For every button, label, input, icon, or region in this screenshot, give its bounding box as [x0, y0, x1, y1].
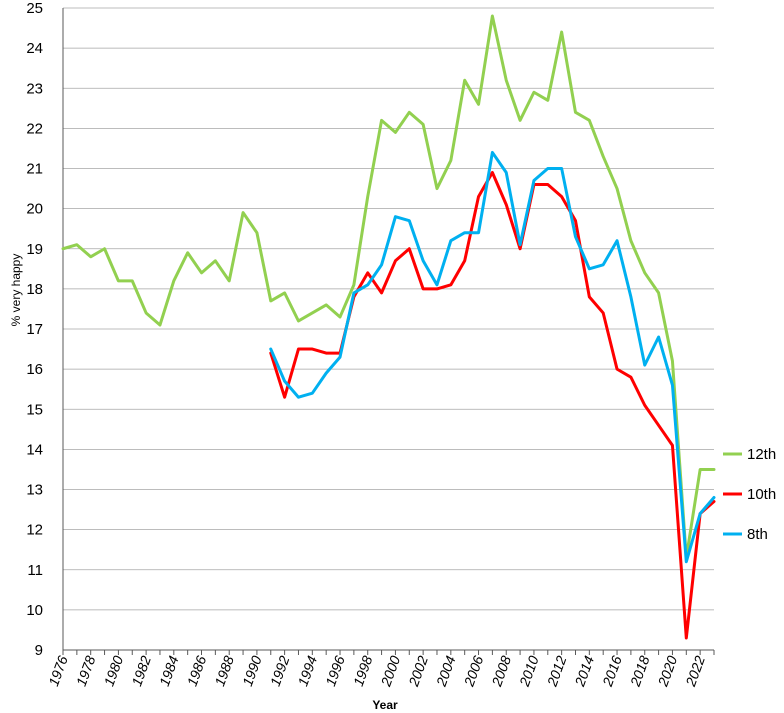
series-line-12th [61, 14, 716, 560]
y-tick-label: 10 [26, 602, 43, 619]
legend: 12th 10th 8th [723, 446, 776, 543]
y-tick-label: 15 [26, 401, 43, 418]
x-tick-label: 2002 [405, 653, 431, 689]
x-tick-label: 1978 [73, 653, 99, 688]
x-tick-label: 1976 [45, 653, 71, 688]
y-tick-label: 24 [26, 40, 43, 57]
x-tick-label: 2006 [460, 653, 486, 689]
x-tick-label: 2022 [682, 653, 708, 689]
x-tick-label: 1986 [184, 653, 210, 688]
x-tick-label: 1994 [294, 653, 320, 688]
x-axis-label: Year [372, 698, 398, 712]
x-tick-label: 2000 [377, 653, 403, 689]
y-tick-labels: 9 10 11 12 13 14 15 16 17 18 19 20 21 22 23 24 25 [26, 0, 43, 659]
x-tick-label: 2020 [654, 653, 680, 689]
y-tick-label: 22 [26, 120, 43, 137]
legend-label-8th: 8th [747, 526, 768, 543]
gridlines [63, 7, 714, 651]
series-line-8th [269, 150, 716, 564]
y-tick-label: 20 [26, 201, 43, 218]
y-tick-label: 11 [27, 562, 43, 579]
x-tick-label: 1984 [156, 653, 182, 688]
series-line-10th [269, 171, 716, 640]
y-tick-label: 23 [26, 80, 43, 97]
legend-label-10th: 10th [747, 486, 776, 503]
legend-label-12th: 12th [747, 446, 776, 463]
x-tick-label: 1998 [350, 653, 376, 688]
x-tick-label: 1996 [322, 653, 348, 688]
y-tick-label: 13 [26, 482, 43, 499]
x-tick-label: 1990 [239, 653, 265, 688]
x-tick-label: 1992 [267, 653, 293, 688]
x-tick-label: 2018 [627, 653, 653, 689]
y-axis-label: % very happy [9, 254, 23, 327]
y-tick-label: 17 [26, 321, 43, 338]
y-tick-label: 12 [26, 522, 43, 539]
y-tick-label: 25 [26, 0, 43, 17]
x-tick-label: 2014 [571, 653, 597, 689]
series-lines [61, 14, 716, 640]
y-tick-label: 16 [26, 361, 43, 378]
x-tick-label: 2010 [516, 653, 542, 689]
x-tick-label: 2016 [599, 653, 625, 689]
x-tick-label: 1980 [101, 653, 127, 688]
y-tick-label: 14 [26, 441, 43, 458]
x-tick-label: 1988 [211, 653, 237, 688]
x-tick-label: 2004 [433, 653, 459, 689]
x-tick-labels: 1976 1978 1980 1982 1984 1986 1988 1990 1992 1994… [45, 653, 708, 689]
axes [62, 8, 715, 655]
x-tick-label: 2008 [488, 653, 514, 689]
y-tick-label: 9 [35, 642, 43, 659]
y-tick-label: 19 [26, 241, 43, 258]
x-tick-label: 1982 [128, 653, 154, 688]
x-tick-label: 2012 [543, 653, 569, 689]
y-tick-label: 18 [26, 281, 43, 298]
y-tick-label: 21 [26, 161, 43, 178]
